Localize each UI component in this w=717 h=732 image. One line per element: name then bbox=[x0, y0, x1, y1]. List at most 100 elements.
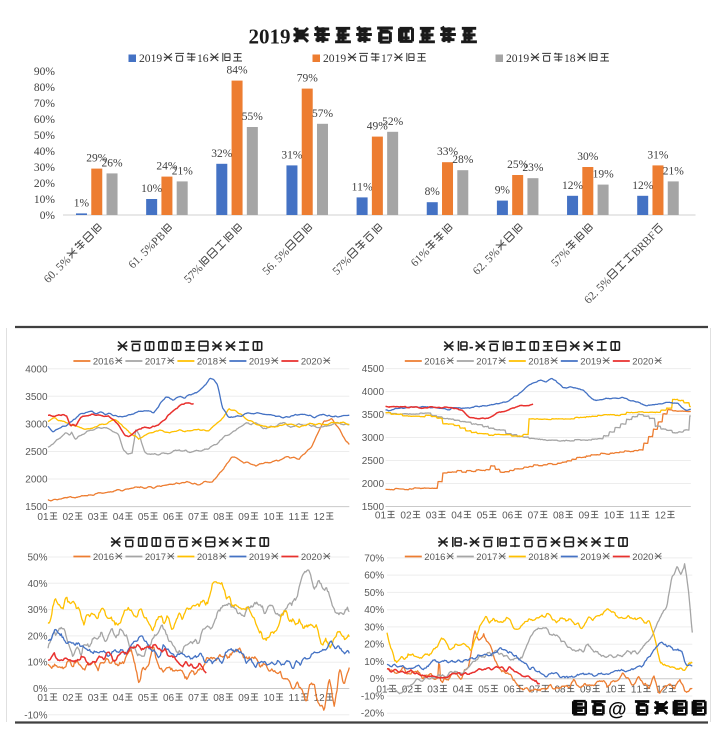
svg-text:03: 03 bbox=[426, 511, 438, 522]
svg-text:06: 06 bbox=[163, 512, 175, 523]
svg-text:2019: 2019 bbox=[580, 357, 601, 368]
svg-text:06: 06 bbox=[502, 511, 514, 522]
svg-text:2018: 2018 bbox=[528, 552, 549, 563]
svg-text:0%: 0% bbox=[40, 210, 56, 222]
svg-text:04: 04 bbox=[113, 512, 125, 523]
svg-text:57%: 57% bbox=[312, 108, 334, 120]
svg-text:50%: 50% bbox=[34, 130, 56, 142]
svg-text:1500: 1500 bbox=[25, 502, 48, 513]
svg-text:11: 11 bbox=[289, 512, 301, 523]
svg-text:23%: 23% bbox=[522, 162, 544, 174]
svg-text:05: 05 bbox=[478, 685, 490, 696]
svg-text:2019: 2019 bbox=[249, 25, 291, 49]
svg-text:0%: 0% bbox=[33, 684, 48, 695]
svg-text:10: 10 bbox=[263, 693, 275, 704]
svg-text:2017: 2017 bbox=[476, 357, 497, 368]
svg-text:08: 08 bbox=[553, 511, 565, 522]
svg-text:62. 5%: 62. 5% bbox=[471, 246, 503, 278]
svg-text:4500: 4500 bbox=[362, 364, 385, 375]
svg-text:2018: 2018 bbox=[197, 357, 218, 368]
svg-text:4000: 4000 bbox=[25, 364, 48, 375]
svg-text:21%: 21% bbox=[172, 165, 194, 177]
svg-text:02: 02 bbox=[63, 512, 75, 523]
svg-text:BRBF: BRBF bbox=[630, 230, 659, 259]
svg-text:28%: 28% bbox=[452, 154, 474, 166]
svg-text:06: 06 bbox=[504, 685, 516, 696]
svg-text:09: 09 bbox=[238, 512, 250, 523]
svg-text:07: 07 bbox=[188, 512, 200, 523]
svg-text:40%: 40% bbox=[364, 605, 384, 616]
svg-text:03: 03 bbox=[427, 685, 439, 696]
svg-text:01: 01 bbox=[37, 693, 49, 704]
svg-text:2017: 2017 bbox=[145, 357, 166, 368]
svg-text:01: 01 bbox=[375, 511, 387, 522]
svg-text:08: 08 bbox=[213, 693, 225, 704]
svg-text:9%: 9% bbox=[495, 185, 511, 197]
svg-text:62. 5%: 62. 5% bbox=[582, 275, 614, 307]
svg-text:2020: 2020 bbox=[301, 552, 322, 563]
svg-text:04: 04 bbox=[113, 693, 125, 704]
svg-text:4000: 4000 bbox=[362, 387, 385, 398]
svg-text:2016: 2016 bbox=[93, 552, 114, 563]
svg-text:12: 12 bbox=[655, 511, 667, 522]
svg-text:@: @ bbox=[608, 700, 627, 721]
svg-text:60%: 60% bbox=[364, 571, 384, 582]
svg-text:04: 04 bbox=[451, 511, 463, 522]
svg-text:2020: 2020 bbox=[632, 552, 653, 563]
svg-text:2016: 2016 bbox=[424, 357, 445, 368]
svg-text:0%: 0% bbox=[370, 674, 385, 685]
svg-text:70%: 70% bbox=[34, 98, 56, 110]
svg-text:09: 09 bbox=[579, 511, 591, 522]
svg-text:02: 02 bbox=[400, 511, 412, 522]
svg-text:06: 06 bbox=[163, 693, 175, 704]
svg-text:2000: 2000 bbox=[25, 475, 48, 486]
svg-text:11: 11 bbox=[629, 511, 641, 522]
svg-text:52%: 52% bbox=[382, 116, 404, 128]
svg-text:26%: 26% bbox=[102, 157, 124, 169]
svg-text:70%: 70% bbox=[364, 553, 384, 564]
svg-text:31%: 31% bbox=[647, 149, 669, 161]
svg-text:2019: 2019 bbox=[139, 52, 162, 65]
svg-text:49%: 49% bbox=[367, 121, 389, 133]
svg-text:2017: 2017 bbox=[145, 552, 166, 563]
svg-text:20%: 20% bbox=[34, 178, 56, 190]
svg-text:90%: 90% bbox=[34, 66, 56, 78]
svg-text:3000: 3000 bbox=[25, 419, 48, 430]
svg-text:2019: 2019 bbox=[580, 552, 601, 563]
svg-text:05: 05 bbox=[477, 511, 489, 522]
svg-text:2000: 2000 bbox=[362, 479, 385, 490]
svg-text:33%: 33% bbox=[437, 146, 459, 158]
svg-text:29%: 29% bbox=[86, 153, 108, 165]
svg-text:05: 05 bbox=[138, 693, 150, 704]
svg-text:09: 09 bbox=[580, 685, 592, 696]
svg-text:2019: 2019 bbox=[249, 357, 270, 368]
svg-text:40%: 40% bbox=[28, 579, 48, 590]
svg-text:08: 08 bbox=[213, 512, 225, 523]
svg-text:50%: 50% bbox=[364, 588, 384, 599]
svg-text:79%: 79% bbox=[297, 73, 319, 85]
svg-text:3500: 3500 bbox=[362, 410, 385, 421]
svg-text:-10%: -10% bbox=[24, 710, 47, 721]
svg-text:61. 5%PB: 61. 5%PB bbox=[127, 230, 169, 272]
svg-text:40%: 40% bbox=[34, 146, 56, 158]
svg-text:07: 07 bbox=[528, 511, 540, 522]
svg-text:10%: 10% bbox=[364, 657, 384, 668]
svg-text:61%: 61% bbox=[409, 246, 433, 270]
svg-text:04: 04 bbox=[453, 685, 465, 696]
svg-text:2019: 2019 bbox=[323, 52, 346, 65]
svg-text:1500: 1500 bbox=[362, 502, 385, 513]
svg-text:8%: 8% bbox=[425, 186, 441, 198]
svg-text:20%: 20% bbox=[364, 640, 384, 651]
svg-text:2018: 2018 bbox=[528, 357, 549, 368]
svg-text:2016: 2016 bbox=[424, 552, 445, 563]
svg-text:20%: 20% bbox=[28, 631, 48, 642]
svg-text:11: 11 bbox=[631, 685, 643, 696]
svg-text:32%: 32% bbox=[211, 148, 233, 160]
svg-text:07: 07 bbox=[188, 693, 200, 704]
svg-text:2500: 2500 bbox=[362, 456, 385, 467]
svg-text:01: 01 bbox=[376, 685, 388, 696]
svg-text:18: 18 bbox=[564, 52, 576, 65]
svg-text:2016: 2016 bbox=[93, 357, 114, 368]
svg-text:21%: 21% bbox=[663, 165, 685, 177]
svg-text:2019: 2019 bbox=[249, 552, 270, 563]
